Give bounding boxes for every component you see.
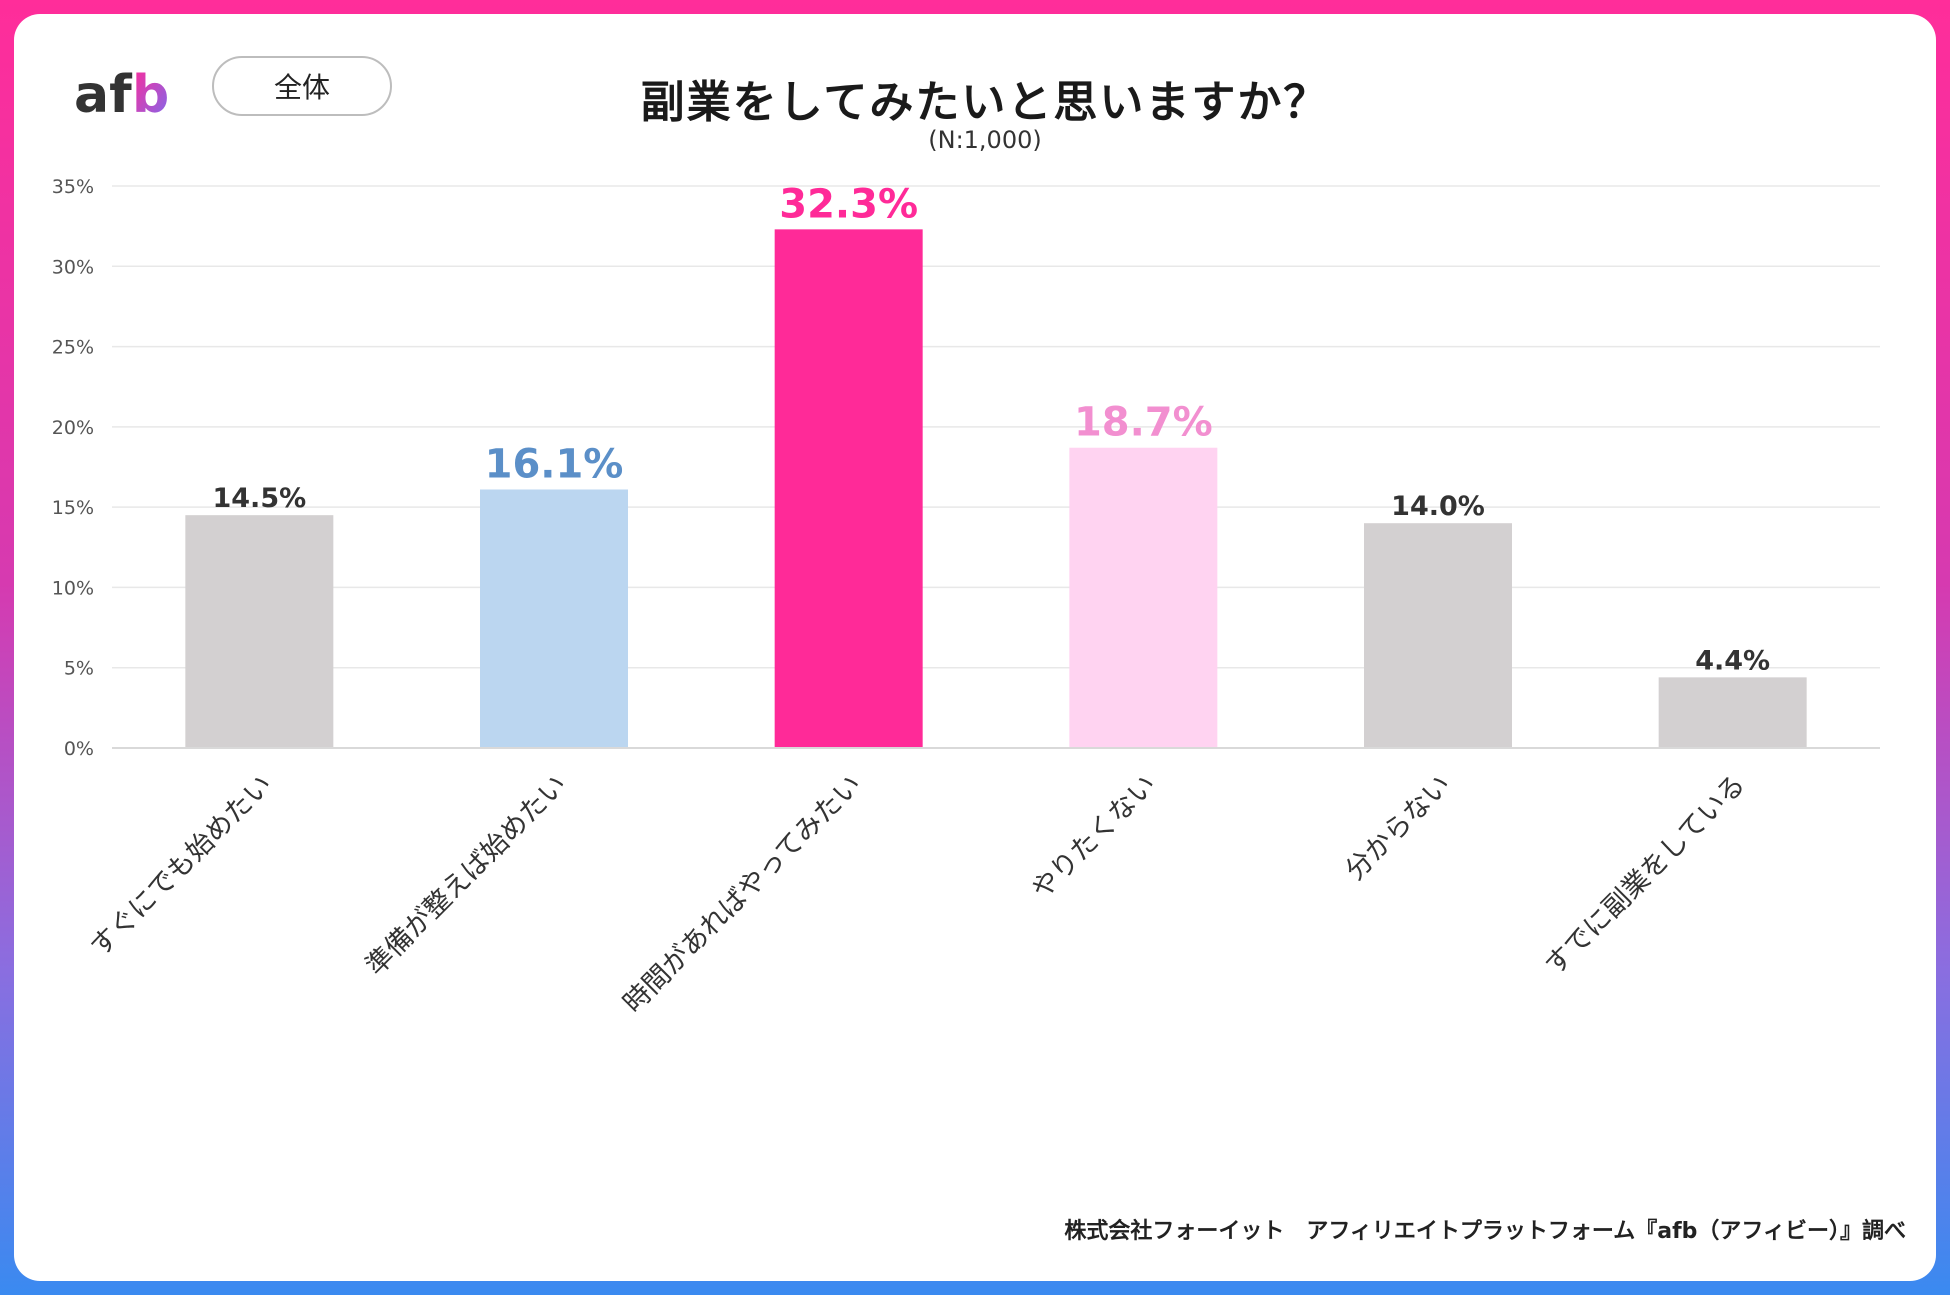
bar (1658, 677, 1807, 748)
bar-value-label: 14.0% (1391, 491, 1485, 522)
afb-logo: af b (74, 65, 169, 125)
bar (774, 229, 923, 749)
logo-text: af (74, 65, 133, 125)
y-tick-label: 20% (52, 417, 94, 439)
x-category-label: すぐにでも始めたい (85, 769, 279, 963)
bar-value-label: 14.5% (212, 483, 306, 514)
x-category-label: すでに副業をしている (1539, 769, 1751, 981)
y-tick-label: 15% (52, 497, 94, 519)
logo-b-glyph: b (132, 65, 169, 125)
x-category-label: 準備が整えば始めたい (360, 769, 573, 982)
scope-badge: 全体 (212, 56, 392, 116)
x-category-label: 分からない (1340, 769, 1457, 886)
bar-value-label: 16.1% (485, 441, 624, 487)
y-tick-label: 35% (52, 176, 94, 198)
bar-value-label: 32.3% (779, 181, 918, 227)
y-tick-label: 5% (64, 658, 94, 680)
chart-title: 副業をしてみたいと思いますか？ (640, 77, 1330, 128)
chart-card: af b 全体 副業をしてみたいと思いますか？ (N:1,000) 0% 5% 10… (14, 14, 1936, 1281)
chart-subtitle: (N:1,000) (928, 126, 1042, 154)
source-credit: 株式会社フォーイット アフィリエイトプラットフォーム『afb（アフィビー）』調べ (1064, 1219, 1906, 1244)
bar (480, 489, 628, 748)
y-tick-label: 0% (64, 738, 94, 760)
bar (1069, 447, 1218, 748)
x-category-label: 時間があればやってみたい (618, 769, 868, 1019)
y-tick-label: 10% (52, 577, 94, 599)
bar-chart: 0% 5% 10% 15% 20% 25% 30% 35% 14.5% すぐにでも始めたい 16.1… (52, 176, 1880, 1019)
bar (1364, 523, 1512, 748)
bar-value-label: 4.4% (1695, 645, 1770, 676)
x-category-label: やりたくない (1026, 769, 1162, 905)
bar-value-label: 18.7% (1074, 400, 1213, 446)
y-tick-label: 30% (52, 256, 94, 278)
bar (185, 515, 334, 748)
y-tick-label: 25% (52, 337, 94, 359)
